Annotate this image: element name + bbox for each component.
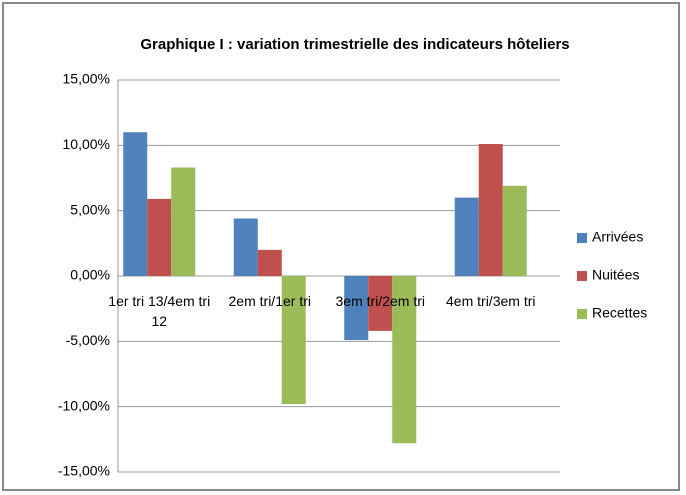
bar bbox=[344, 276, 369, 341]
chart-title: Graphique I : variation trimestrielle de… bbox=[140, 36, 569, 53]
legend-swatch bbox=[577, 309, 587, 319]
bar bbox=[147, 198, 172, 276]
bar bbox=[171, 167, 196, 276]
bar bbox=[233, 218, 258, 276]
bar bbox=[502, 185, 527, 276]
legend-swatch bbox=[577, 271, 587, 281]
bar bbox=[368, 276, 393, 331]
y-tick-label: 10,00% bbox=[63, 136, 110, 152]
bar bbox=[257, 249, 282, 276]
x-tick-label: 2em tri/1er tri bbox=[228, 293, 311, 309]
y-tick-label: -5,00% bbox=[66, 332, 110, 348]
chart-frame bbox=[2, 2, 680, 491]
bar bbox=[392, 276, 417, 444]
legend-label: Arrivées bbox=[592, 229, 643, 245]
legend-swatch bbox=[577, 233, 587, 243]
y-tick-label: 15,00% bbox=[63, 71, 110, 87]
x-tick-label: 4em tri/3em tri bbox=[446, 293, 536, 309]
y-tick-label: -10,00% bbox=[58, 397, 110, 413]
x-tick-label: 1er tri 13/4em tri 12 bbox=[108, 293, 211, 329]
bar bbox=[281, 276, 306, 405]
bar bbox=[454, 197, 479, 276]
legend-label: Nuitées bbox=[592, 267, 639, 283]
x-tick-label: 3em tri/2em tri bbox=[335, 293, 425, 309]
bar bbox=[478, 144, 503, 276]
y-tick-label: -15,00% bbox=[58, 463, 110, 479]
y-tick-label: 0,00% bbox=[70, 267, 110, 283]
y-tick-label: 5,00% bbox=[70, 201, 110, 217]
bar bbox=[123, 132, 148, 276]
legend-label: Recettes bbox=[592, 305, 647, 321]
